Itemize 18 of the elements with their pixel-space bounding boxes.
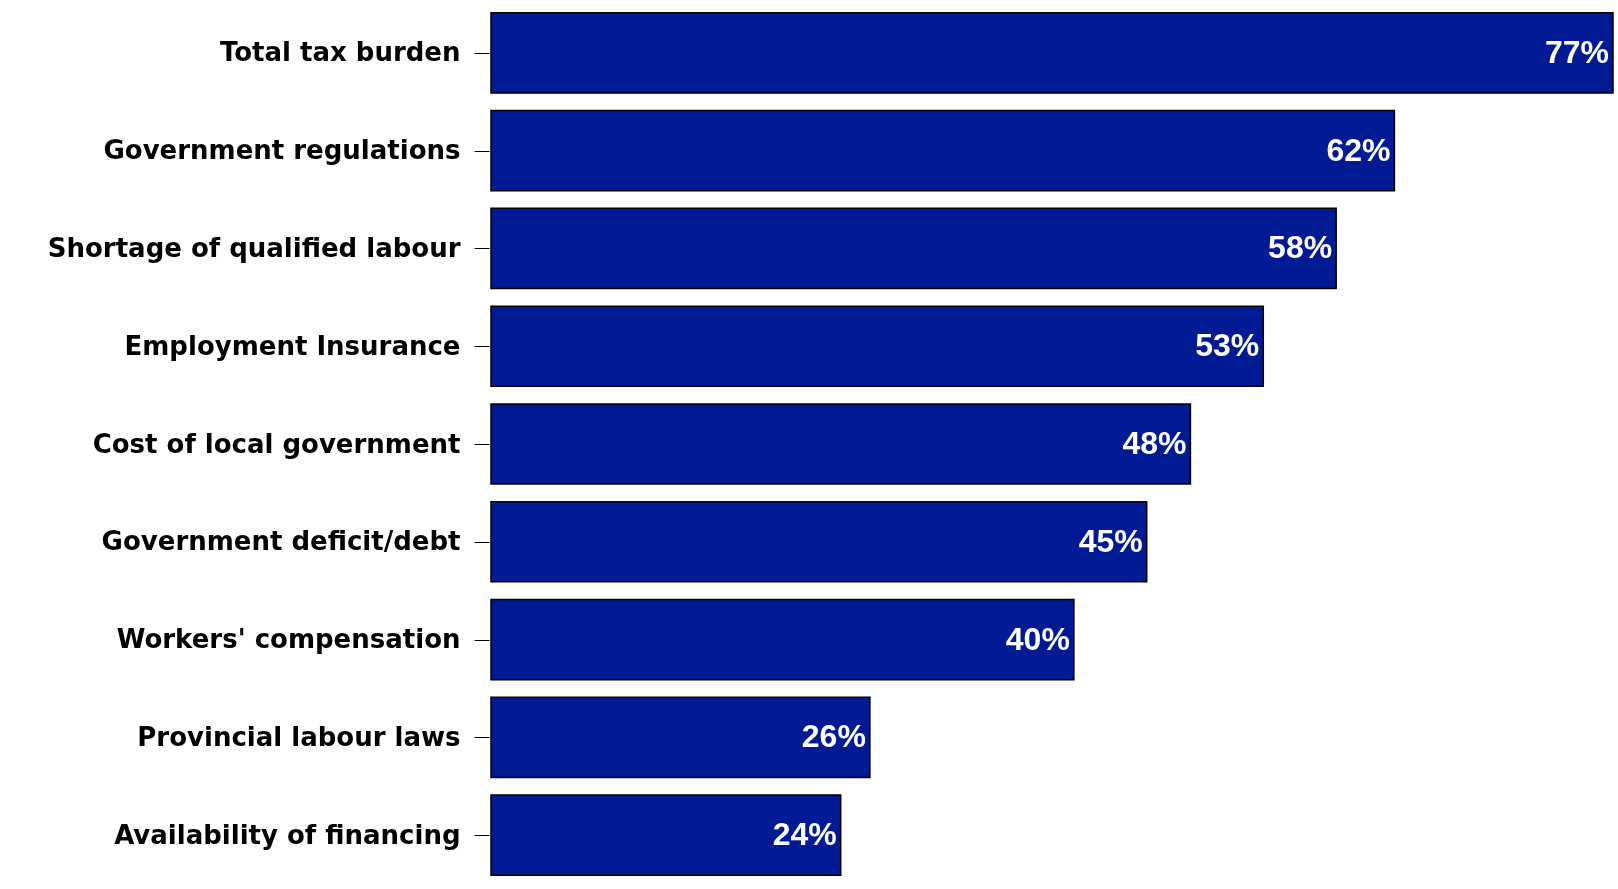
- data-label: 58%: [1268, 229, 1333, 266]
- y-tick-label: Employment Insurance: [124, 330, 461, 361]
- data-label: 40%: [1005, 620, 1070, 657]
- data-label: 45%: [1078, 522, 1143, 559]
- data-label: 24%: [772, 816, 837, 853]
- y-tick-label: Total tax burden: [219, 37, 461, 68]
- y-tick-label: Provincial labour laws: [137, 721, 461, 752]
- data-label: 62%: [1326, 131, 1391, 168]
- y-tick-label: Availability of financing: [114, 819, 461, 850]
- data-label: 77%: [1544, 33, 1609, 70]
- y-tick-label: Workers' compensation: [116, 624, 461, 655]
- y-tick-label: Government deficit/debt: [101, 526, 461, 557]
- data-label: 26%: [801, 718, 866, 755]
- y-tick-label: Cost of local government: [92, 428, 461, 459]
- data-label: 53%: [1195, 327, 1260, 364]
- y-tick-label: Government regulations: [103, 135, 461, 166]
- y-tick-label: Shortage of qualified labour: [47, 232, 461, 263]
- data-label: 48%: [1122, 425, 1187, 461]
